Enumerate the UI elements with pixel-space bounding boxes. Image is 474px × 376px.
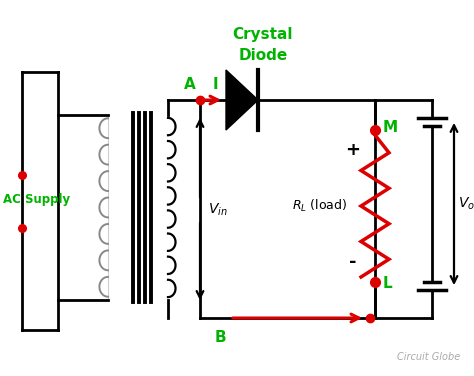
Polygon shape — [226, 70, 258, 130]
Text: Crystal: Crystal — [233, 27, 293, 42]
Text: +: + — [346, 141, 361, 159]
Text: Circuit Globe: Circuit Globe — [397, 352, 460, 362]
Text: $V_{out}$: $V_{out}$ — [458, 196, 474, 212]
Text: $R_L$ (load): $R_L$ (load) — [292, 198, 347, 214]
Text: M: M — [383, 120, 398, 135]
Text: L: L — [383, 276, 392, 291]
Text: I: I — [212, 77, 218, 92]
Text: AC Supply: AC Supply — [3, 194, 70, 206]
Text: Diode: Diode — [238, 47, 288, 62]
Text: -: - — [349, 253, 357, 271]
Text: $V_{in}$: $V_{in}$ — [208, 202, 228, 218]
Text: A: A — [184, 77, 196, 92]
Text: B: B — [214, 330, 226, 345]
